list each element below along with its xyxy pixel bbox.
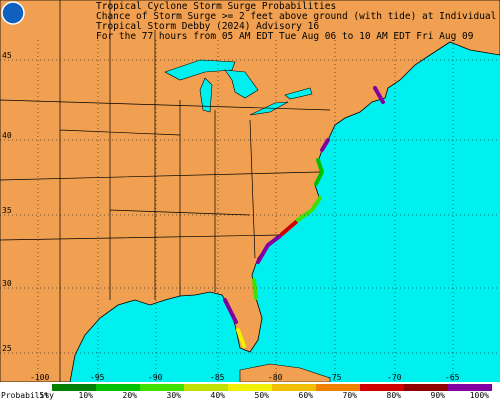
longitude-label: -70 xyxy=(387,373,402,382)
legend-label: 20% xyxy=(123,391,138,400)
legend-swatch xyxy=(360,384,404,391)
latitude-label: 45 xyxy=(2,51,12,60)
longitude-label: -90 xyxy=(148,373,163,382)
legend-label: 60% xyxy=(299,391,314,400)
graticule: 45 40 35 30 25 -100 -95 -90 -85 -80 -75 -70 -65 xyxy=(0,40,500,382)
header-line: For the 77 hours from 05 AM EDT Tue Aug … xyxy=(96,31,474,42)
header-line: Chance of Storm Surge >= 2 feet above gr… xyxy=(96,11,500,22)
latitude-label: 40 xyxy=(2,131,12,140)
latitude-label: 25 xyxy=(2,344,12,353)
legend-swatch xyxy=(140,384,184,391)
longitude-label: -95 xyxy=(90,373,105,382)
legend-label: 5% xyxy=(39,391,49,400)
latitude-label: 35 xyxy=(2,206,12,215)
legend-label: 10% xyxy=(79,391,94,400)
noaa-logo xyxy=(1,1,25,25)
longitude-label: -85 xyxy=(210,373,225,382)
header-line: Tropical Storm Debby (2024) Advisory 16 xyxy=(96,21,319,32)
legend-swatch xyxy=(448,384,492,391)
legend-swatch xyxy=(96,384,140,391)
legend-label: 90% xyxy=(431,391,446,400)
longitude-label: -80 xyxy=(268,373,283,382)
legend-swatch xyxy=(228,384,272,391)
legend-swatch xyxy=(52,384,96,391)
legend-label: 70% xyxy=(343,391,358,400)
latitude-label: 30 xyxy=(2,279,12,288)
state-borders xyxy=(0,0,331,382)
legend-label: 30% xyxy=(167,391,182,400)
legend-swatch xyxy=(316,384,360,391)
longitude-label: -65 xyxy=(445,373,460,382)
legend-swatch xyxy=(272,384,316,391)
legend-title: Probability xyxy=(1,391,54,400)
legend-label: 40% xyxy=(211,391,226,400)
legend-swatch xyxy=(404,384,448,391)
longitude-label: -75 xyxy=(327,373,342,382)
header-line: Tropical Cyclone Storm Surge Probabiliti… xyxy=(96,1,336,12)
surge-coast xyxy=(223,86,385,348)
legend-label: 100% xyxy=(470,391,489,400)
legend-label: 80% xyxy=(387,391,402,400)
legend-label: 50% xyxy=(255,391,270,400)
great-lakes xyxy=(164,59,313,116)
legend-swatch xyxy=(184,384,228,391)
longitude-label: -100 xyxy=(30,373,49,382)
